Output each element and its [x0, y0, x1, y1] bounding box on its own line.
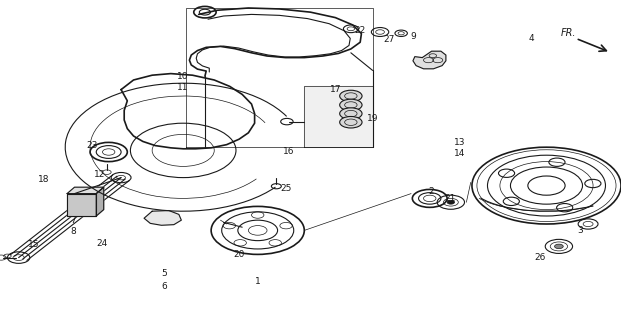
Text: 14: 14 [454, 149, 465, 158]
Text: 15: 15 [29, 240, 40, 249]
Text: 2: 2 [428, 188, 435, 196]
Polygon shape [413, 51, 446, 69]
Polygon shape [67, 194, 96, 216]
Text: 3: 3 [578, 226, 584, 235]
Text: 20: 20 [233, 250, 245, 259]
Text: 18: 18 [38, 175, 49, 184]
Circle shape [340, 90, 362, 102]
Text: 10: 10 [178, 72, 189, 81]
Circle shape [555, 244, 563, 249]
Circle shape [340, 116, 362, 128]
Circle shape [340, 99, 362, 111]
Polygon shape [96, 187, 104, 216]
Text: 8: 8 [70, 228, 76, 236]
Text: 6: 6 [161, 282, 168, 291]
Text: 24: 24 [97, 239, 108, 248]
Text: 13: 13 [454, 138, 465, 147]
Text: 19: 19 [367, 114, 378, 123]
Text: 12: 12 [94, 170, 105, 179]
Text: 17: 17 [330, 85, 341, 94]
Circle shape [447, 200, 455, 204]
Polygon shape [144, 211, 181, 225]
Text: 1: 1 [255, 277, 261, 286]
Text: 16: 16 [283, 148, 294, 156]
Text: 23: 23 [86, 141, 97, 150]
Circle shape [340, 108, 362, 119]
Text: 26: 26 [535, 253, 546, 262]
Text: 27: 27 [383, 36, 394, 44]
Text: 7: 7 [70, 216, 76, 225]
Text: 25: 25 [280, 184, 291, 193]
Text: FR.: FR. [561, 28, 576, 38]
Text: 11: 11 [178, 84, 189, 92]
Text: 4: 4 [528, 34, 534, 43]
Text: 5: 5 [161, 269, 168, 278]
Text: 21: 21 [445, 194, 456, 203]
Polygon shape [67, 187, 104, 194]
Text: 9: 9 [410, 32, 416, 41]
Polygon shape [304, 86, 373, 147]
Text: 22: 22 [355, 26, 366, 35]
